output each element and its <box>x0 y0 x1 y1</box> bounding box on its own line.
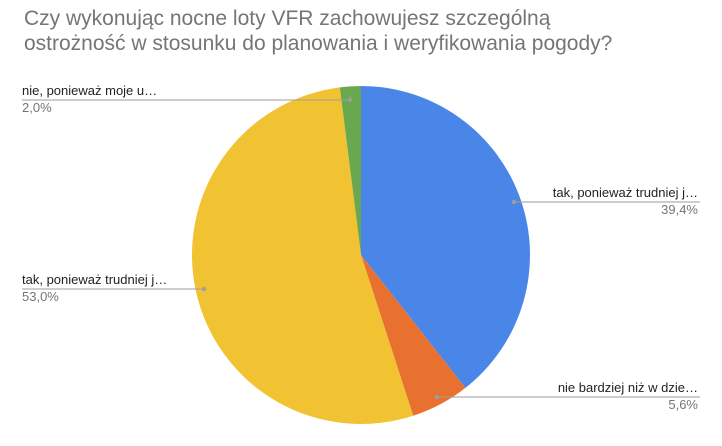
leader-dot-1 <box>511 199 517 205</box>
slice-label-3: tak, ponieważ trudniej j… <box>22 272 167 287</box>
slice-label-2: nie bardziej niż w dzie… <box>558 380 698 395</box>
pie-slice-4 <box>339 86 361 255</box>
slice-percent-2: 5,6% <box>668 397 698 412</box>
leader-dot-3 <box>201 286 207 292</box>
pie-slice-3 <box>192 87 414 425</box>
slice-percent-1: 39,4% <box>661 202 698 217</box>
chart-title: Czy wykonując nocne loty VFR zachowujesz… <box>24 7 613 55</box>
slice-percent-3: 53,0% <box>22 289 59 304</box>
leader-dot-4 <box>347 97 353 103</box>
slice-label-4: nie, ponieważ moje u… <box>22 83 157 98</box>
slice-percent-4: 2,0% <box>22 100 52 115</box>
pie-slice-2 <box>361 255 466 416</box>
leader-dot-2 <box>434 394 440 400</box>
slice-label-1: tak, ponieważ trudniej j… <box>553 185 698 200</box>
pie-slice-1 <box>361 85 531 388</box>
